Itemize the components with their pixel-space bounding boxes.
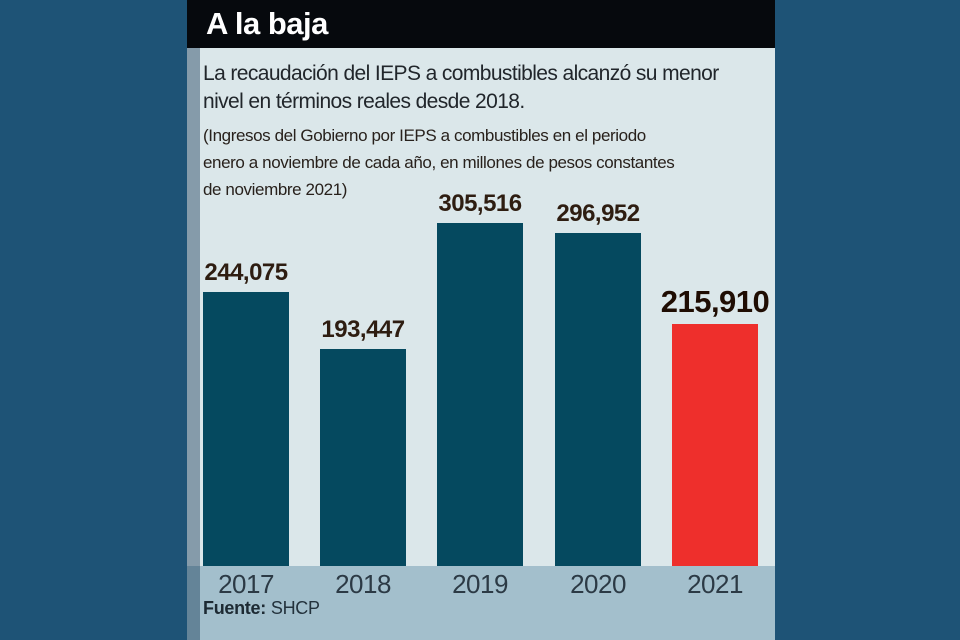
source-value: SHCP xyxy=(270,598,320,618)
bar-2021 xyxy=(672,324,758,566)
bar-value-label-2019: 305,516 xyxy=(438,190,522,217)
x-axis-label-2021: 2021 xyxy=(687,569,743,599)
x-axis-band: Fuente: SHCP xyxy=(187,566,775,640)
x-axis-label-2018: 2018 xyxy=(335,569,391,599)
chart-subtitle: La recaudación del IEPS a combustibles a… xyxy=(203,62,719,113)
x-axis-label-2017: 2017 xyxy=(218,569,274,599)
bar-2018 xyxy=(320,349,406,566)
x-axis-label-2019: 2019 xyxy=(452,569,508,599)
x-axis-label-2020: 2020 xyxy=(570,569,626,599)
bar-value-label-2018: 193,447 xyxy=(321,316,405,343)
bar-chart: 244,075 2017 193,447 2018 305,516 2019 296,952… xyxy=(187,0,775,640)
bar-2019 xyxy=(437,223,523,566)
chart-note: (Ingresos del Gobierno por IEPS a combus… xyxy=(203,126,675,199)
source-line: Fuente: SHCP xyxy=(203,598,320,619)
chart-title: A la baja xyxy=(206,6,328,41)
bar-value-label-2017: 244,075 xyxy=(204,259,288,286)
chart-title-bar: A la baja xyxy=(187,0,775,48)
source-label: Fuente: xyxy=(203,598,266,618)
infographic-card: A la baja La recaudación del IEPS a comb… xyxy=(187,0,775,640)
bar-value-label-2020: 296,952 xyxy=(556,200,640,227)
bar-2020 xyxy=(555,233,641,566)
bar-2017 xyxy=(203,292,289,566)
bar-value-label-2021: 215,910 xyxy=(660,284,770,319)
